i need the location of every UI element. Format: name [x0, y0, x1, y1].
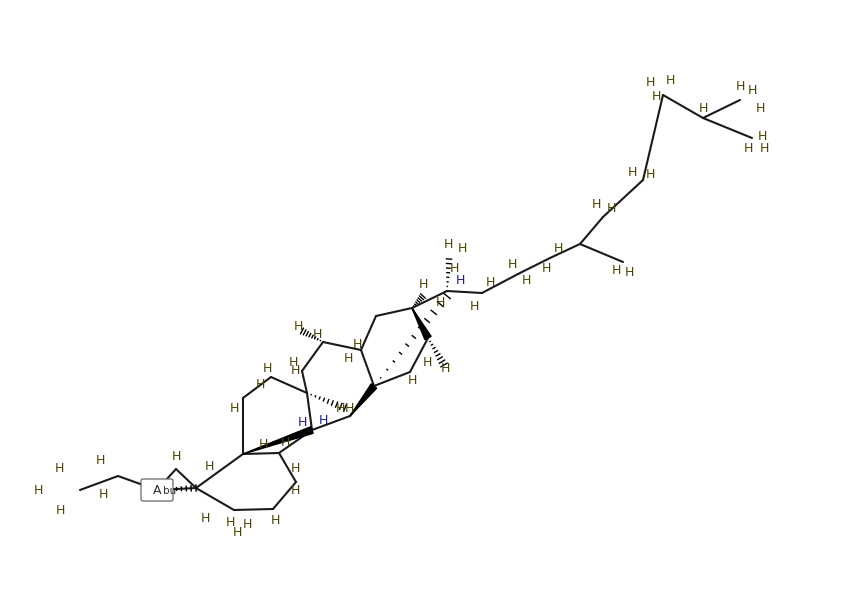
- Text: H: H: [291, 483, 300, 497]
- Text: H: H: [262, 362, 272, 375]
- Text: H: H: [627, 166, 637, 179]
- Text: H: H: [335, 402, 345, 415]
- Text: H: H: [312, 327, 321, 340]
- Text: H: H: [291, 365, 300, 378]
- Text: H: H: [735, 80, 745, 93]
- Text: H: H: [443, 238, 452, 251]
- Text: H: H: [293, 320, 303, 333]
- Text: H: H: [470, 300, 479, 313]
- Text: H: H: [407, 375, 417, 388]
- Text: H: H: [255, 379, 265, 392]
- Text: bu: bu: [163, 486, 177, 496]
- Text: H: H: [458, 241, 467, 254]
- Text: H: H: [606, 202, 615, 215]
- Text: H: H: [665, 74, 674, 87]
- Text: H: H: [747, 84, 757, 97]
- Text: H: H: [449, 261, 458, 274]
- Polygon shape: [243, 427, 313, 454]
- Text: H: H: [288, 356, 297, 369]
- Text: H: H: [755, 101, 764, 114]
- Text: H: H: [352, 337, 362, 350]
- Text: H: H: [485, 277, 494, 290]
- Text: H: H: [99, 487, 108, 500]
- Text: H: H: [624, 266, 633, 278]
- Text: H: H: [230, 402, 239, 415]
- Text: H: H: [440, 362, 450, 375]
- Polygon shape: [412, 308, 431, 340]
- Text: H: H: [318, 415, 327, 428]
- Polygon shape: [350, 384, 377, 416]
- Text: H: H: [270, 514, 279, 527]
- Text: H: H: [33, 483, 43, 497]
- Text: H: H: [455, 274, 464, 287]
- Text: H: H: [345, 402, 354, 415]
- Text: H: H: [204, 460, 213, 473]
- Text: H: H: [645, 168, 655, 181]
- Text: H: H: [232, 526, 242, 539]
- Text: H: H: [507, 257, 517, 270]
- Text: H: H: [297, 417, 307, 430]
- Text: H: H: [435, 297, 445, 310]
- Text: H: H: [521, 274, 530, 287]
- Text: H: H: [542, 263, 551, 276]
- Text: H: H: [225, 516, 235, 529]
- Text: H: H: [645, 76, 655, 88]
- Text: H: H: [758, 130, 767, 143]
- Text: H: H: [651, 90, 661, 103]
- Text: H: H: [171, 451, 181, 464]
- Text: H: H: [759, 143, 769, 156]
- Text: H: H: [243, 517, 252, 530]
- Text: H: H: [201, 512, 210, 525]
- Text: H: H: [291, 461, 300, 474]
- Text: H: H: [554, 241, 563, 254]
- Text: H: H: [54, 463, 63, 476]
- Text: H: H: [698, 101, 708, 114]
- Text: H: H: [95, 454, 105, 467]
- Text: H: H: [56, 504, 64, 517]
- Text: H: H: [344, 352, 353, 365]
- Text: H: H: [258, 438, 267, 451]
- FancyBboxPatch shape: [141, 479, 173, 501]
- Text: H: H: [280, 437, 290, 450]
- Text: H: H: [418, 277, 428, 290]
- Text: H: H: [423, 356, 432, 369]
- Text: H: H: [611, 264, 620, 277]
- Text: H: H: [591, 198, 601, 211]
- Text: H: H: [743, 143, 752, 156]
- Text: A: A: [153, 483, 161, 497]
